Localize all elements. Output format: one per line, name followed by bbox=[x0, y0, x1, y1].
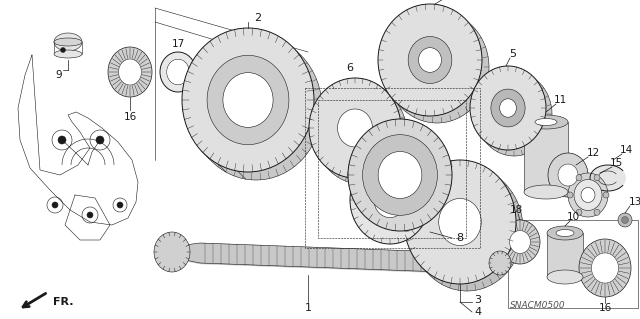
Bar bbox=[305, 88, 480, 248]
Ellipse shape bbox=[491, 89, 525, 127]
Ellipse shape bbox=[591, 253, 618, 283]
Ellipse shape bbox=[309, 78, 401, 178]
Ellipse shape bbox=[547, 226, 583, 240]
Ellipse shape bbox=[348, 119, 452, 231]
Ellipse shape bbox=[54, 33, 82, 51]
Ellipse shape bbox=[509, 231, 531, 253]
Circle shape bbox=[87, 212, 93, 218]
Ellipse shape bbox=[54, 38, 82, 46]
Text: 9: 9 bbox=[56, 70, 62, 80]
Ellipse shape bbox=[439, 198, 481, 246]
Ellipse shape bbox=[385, 11, 489, 123]
Circle shape bbox=[594, 175, 600, 181]
Text: 8: 8 bbox=[456, 233, 463, 243]
Text: SNACM0500: SNACM0500 bbox=[510, 301, 566, 310]
Ellipse shape bbox=[500, 220, 540, 264]
Text: 17: 17 bbox=[172, 39, 184, 49]
Ellipse shape bbox=[54, 50, 82, 58]
Text: 16: 16 bbox=[124, 112, 136, 122]
Ellipse shape bbox=[547, 270, 583, 284]
Ellipse shape bbox=[581, 188, 595, 203]
Ellipse shape bbox=[108, 47, 152, 97]
Ellipse shape bbox=[404, 160, 516, 284]
Ellipse shape bbox=[362, 135, 438, 215]
Bar bbox=[524, 122, 568, 192]
Ellipse shape bbox=[118, 59, 141, 85]
Ellipse shape bbox=[378, 4, 482, 116]
Text: 4: 4 bbox=[474, 307, 481, 317]
Ellipse shape bbox=[535, 118, 557, 125]
Text: FR.: FR. bbox=[53, 297, 74, 307]
Ellipse shape bbox=[470, 66, 546, 150]
Text: 15: 15 bbox=[609, 158, 623, 168]
Ellipse shape bbox=[374, 182, 406, 218]
Ellipse shape bbox=[590, 165, 626, 191]
Circle shape bbox=[576, 175, 582, 181]
Circle shape bbox=[576, 209, 582, 215]
Ellipse shape bbox=[489, 251, 511, 275]
Text: 3: 3 bbox=[474, 295, 481, 305]
Text: 13: 13 bbox=[628, 197, 640, 207]
Circle shape bbox=[117, 202, 123, 208]
Circle shape bbox=[58, 136, 66, 144]
Circle shape bbox=[52, 202, 58, 208]
Circle shape bbox=[603, 192, 609, 198]
Ellipse shape bbox=[378, 152, 422, 198]
Text: 2: 2 bbox=[255, 13, 262, 23]
Ellipse shape bbox=[558, 164, 578, 186]
Circle shape bbox=[96, 136, 104, 144]
Ellipse shape bbox=[476, 72, 552, 156]
Ellipse shape bbox=[419, 48, 442, 72]
Ellipse shape bbox=[154, 232, 190, 272]
Text: 10: 10 bbox=[566, 212, 580, 222]
Circle shape bbox=[621, 217, 628, 224]
Ellipse shape bbox=[579, 239, 631, 297]
Ellipse shape bbox=[350, 156, 430, 244]
Ellipse shape bbox=[337, 109, 372, 147]
Text: 12: 12 bbox=[586, 148, 600, 158]
Text: 6: 6 bbox=[346, 63, 353, 73]
Ellipse shape bbox=[411, 167, 523, 291]
Ellipse shape bbox=[190, 36, 322, 180]
Ellipse shape bbox=[574, 180, 602, 211]
Ellipse shape bbox=[408, 36, 452, 84]
Text: 11: 11 bbox=[554, 95, 566, 105]
Circle shape bbox=[567, 192, 573, 198]
Text: 16: 16 bbox=[598, 303, 612, 313]
Ellipse shape bbox=[524, 115, 568, 129]
Circle shape bbox=[618, 213, 632, 227]
Ellipse shape bbox=[315, 84, 407, 184]
Ellipse shape bbox=[500, 99, 516, 117]
Text: 18: 18 bbox=[509, 205, 523, 215]
Ellipse shape bbox=[167, 60, 189, 85]
Text: 14: 14 bbox=[620, 145, 632, 155]
Ellipse shape bbox=[548, 153, 588, 197]
Circle shape bbox=[594, 209, 600, 215]
Ellipse shape bbox=[160, 52, 196, 92]
Text: 1: 1 bbox=[305, 303, 312, 313]
Ellipse shape bbox=[182, 28, 314, 172]
Bar bbox=[318, 100, 466, 238]
Ellipse shape bbox=[556, 229, 574, 236]
Ellipse shape bbox=[524, 185, 568, 199]
Text: 5: 5 bbox=[509, 49, 516, 59]
Circle shape bbox=[61, 48, 65, 53]
Ellipse shape bbox=[223, 73, 273, 127]
Ellipse shape bbox=[207, 56, 289, 145]
Bar bbox=[508, 220, 638, 308]
Ellipse shape bbox=[568, 173, 608, 217]
Bar bbox=[547, 233, 583, 277]
